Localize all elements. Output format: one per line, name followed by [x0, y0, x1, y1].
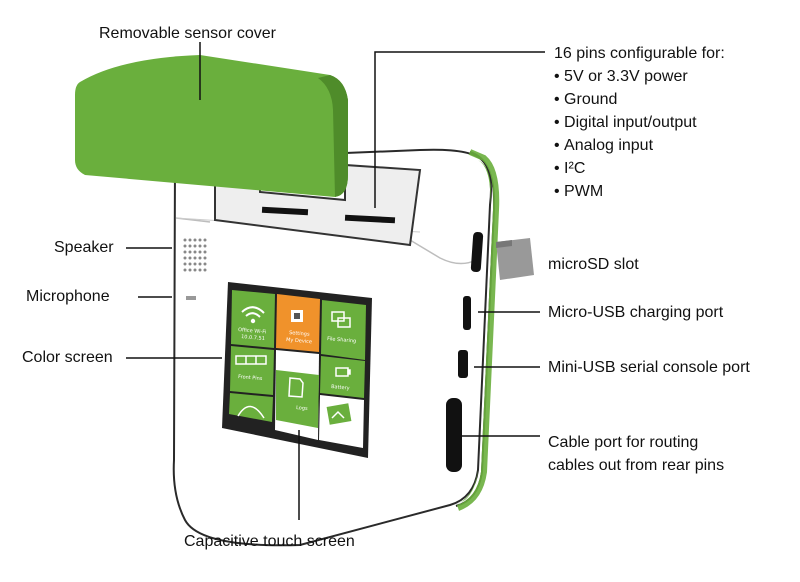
wifi-icon: [241, 306, 265, 324]
tile-file-sharing-label: File Sharing: [327, 336, 357, 345]
label-color-screen: Color screen: [22, 349, 113, 366]
tile-battery-label: Battery: [331, 384, 350, 392]
tile-logs: [276, 370, 319, 428]
tile-logs-label: Logs: [296, 405, 308, 412]
label-cable-port-line1: Cable port for routing: [548, 434, 699, 451]
cable-port: [446, 398, 462, 472]
mini-usb-port: [458, 350, 468, 378]
side-ports: [446, 231, 534, 472]
label-cable-port-line2: cables out from rear pins: [548, 457, 725, 474]
sensor-cover: [75, 55, 348, 197]
pins-icon: [235, 355, 267, 365]
tile-battery: [320, 356, 365, 398]
chip-icon: [291, 310, 303, 322]
label-sensor-cover: Removable sensor cover: [99, 25, 276, 42]
tile-wifi-label: Office Wi-Fi: [238, 327, 267, 335]
photos-icon: [326, 403, 352, 425]
pins-description: 16 pins configurable for: 5V or 3.3V pow…: [554, 42, 725, 203]
document-icon: [288, 377, 304, 398]
microsd-slot-opening: [470, 231, 484, 273]
battery-icon: [335, 367, 351, 377]
pins-item: Ground: [554, 88, 725, 111]
folders-icon: [331, 311, 351, 328]
tile-settings-sub: My Device: [286, 337, 312, 345]
pins-item: 5V or 3.3V power: [554, 65, 725, 88]
gauge-icon: [237, 405, 265, 419]
pins-item: I²C: [554, 157, 725, 180]
leader-lines: [126, 42, 545, 520]
label-touch-screen: Capacitive touch screen: [184, 533, 355, 550]
pins-item: PWM: [554, 180, 725, 203]
tile-front-pins-label: Front Pins: [238, 374, 263, 382]
tile-front-pins: [230, 346, 274, 395]
tile-settings-label: Settings: [289, 330, 310, 338]
tile-wifi-ip: 10.0.7.51: [241, 334, 265, 342]
color-screen: Office Wi-Fi 10.0.7.51 Settings My Devic…: [222, 282, 372, 458]
micro-usb-port: [463, 296, 471, 330]
label-microsd: microSD slot: [548, 256, 639, 273]
microphone-hole: [186, 296, 196, 300]
label-mini-usb: Mini-USB serial console port: [548, 359, 750, 376]
microsd-card: [496, 238, 534, 280]
tile-settings: [276, 294, 320, 352]
speaker-grille: [183, 238, 207, 272]
pins-heading: 16 pins configurable for:: [554, 45, 725, 62]
tile-file-sharing: [321, 300, 366, 360]
label-micro-usb: Micro-USB charging port: [548, 304, 724, 321]
label-speaker: Speaker: [54, 239, 114, 256]
pins-item: Digital input/output: [554, 111, 725, 134]
pins-list: 5V or 3.3V power Ground Digital input/ou…: [554, 65, 725, 203]
label-microphone: Microphone: [26, 288, 110, 305]
pins-item: Analog input: [554, 134, 725, 157]
